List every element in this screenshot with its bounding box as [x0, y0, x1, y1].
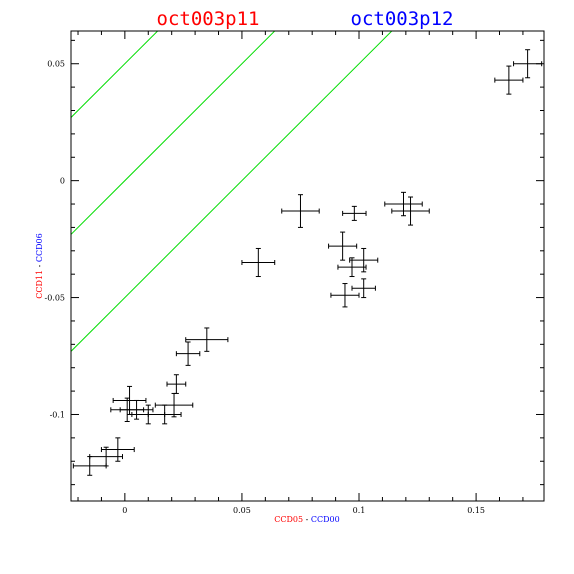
x-tick-label: 0 — [122, 506, 127, 515]
y-tick-label: 0.05 — [47, 60, 65, 69]
reference-lines — [71, 31, 393, 352]
x-tick-label: 0.05 — [233, 506, 251, 515]
reference-line-1 — [71, 31, 159, 118]
data-point-1 — [72, 456, 107, 476]
data-point-19 — [349, 247, 379, 273]
data-point-2 — [89, 446, 124, 467]
data-point-15 — [328, 231, 358, 261]
data-point-10 — [166, 374, 187, 394]
y-tick-label: 0 — [60, 177, 65, 186]
data-point-6 — [119, 399, 154, 420]
x-axis-label-part-1: CCD05 — [274, 515, 303, 524]
data-points — [72, 49, 543, 476]
y-axis-label-part-3: CCD06 — [35, 233, 44, 262]
x-axis-label-part-2: - — [303, 515, 311, 524]
axis-ticks: 0 0.05 0.1 0.15 -0.1 -0.05 0 0.05 — [44, 31, 544, 515]
y-axis-label-part-2: - — [35, 262, 44, 270]
plot-frame — [70, 30, 545, 502]
data-point-14 — [281, 194, 320, 228]
data-point-18 — [342, 205, 367, 221]
y-tick-label: -0.05 — [44, 294, 65, 303]
data-point-22 — [391, 196, 430, 226]
x-tick-label: 0.1 — [353, 506, 366, 515]
data-point-3 — [100, 437, 135, 462]
reference-line-3 — [71, 31, 393, 352]
x-axis-label: CCD05 - CCD00 — [274, 515, 339, 524]
data-point-11 — [175, 341, 201, 366]
data-point-21 — [384, 191, 423, 217]
y-axis-label: CCD11 - CCD06 — [35, 233, 44, 298]
data-point-17 — [337, 257, 367, 278]
data-point-13 — [241, 247, 276, 278]
data-point-16 — [330, 283, 360, 308]
reference-line-2 — [71, 31, 276, 235]
data-point-5 — [112, 385, 147, 415]
y-tick-label: -0.1 — [50, 410, 65, 419]
x-tick-label: 0.15 — [467, 506, 485, 515]
data-point-9 — [154, 392, 194, 418]
y-axis-label-part-1: CCD11 — [35, 270, 44, 299]
title-oct003p11: oct003p11 — [157, 8, 260, 30]
x-axis-label-part-3: CCD00 — [311, 515, 340, 524]
title-oct003p12: oct003p12 — [351, 8, 454, 30]
data-point-23 — [494, 65, 524, 95]
data-point-20 — [351, 278, 376, 299]
data-point-12 — [185, 327, 229, 352]
